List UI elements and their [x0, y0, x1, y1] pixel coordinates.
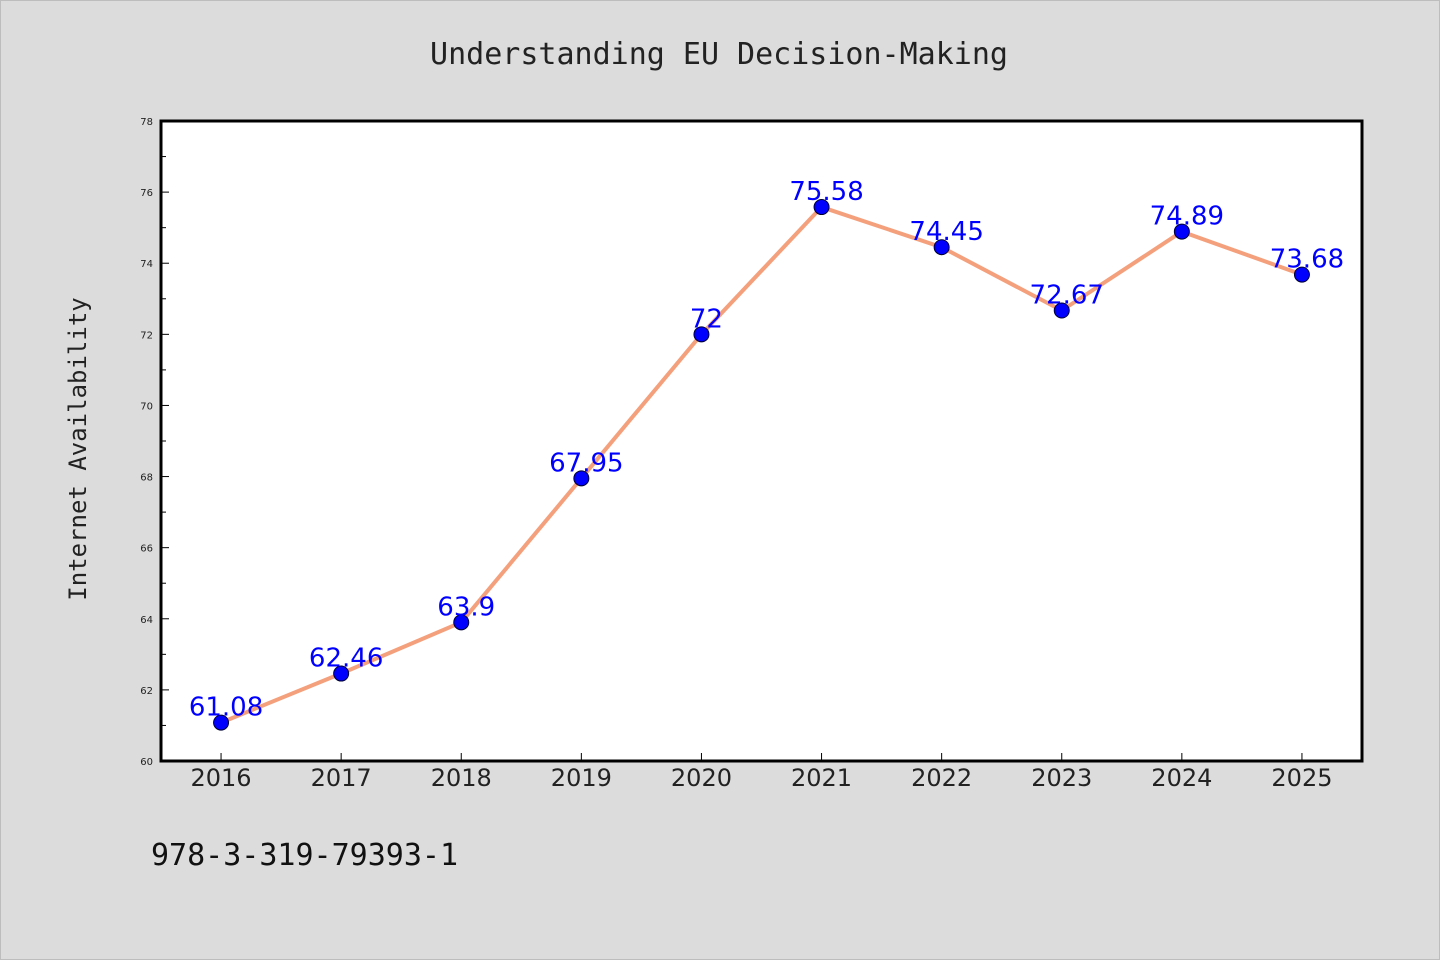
- x-tick-label: 2017: [311, 764, 372, 792]
- series-line: [220, 205, 1303, 725]
- data-label: 72.67: [1030, 281, 1104, 311]
- y-tick-label: 78: [140, 117, 153, 128]
- data-label: 74.45: [909, 217, 983, 247]
- data-point: [573, 470, 590, 487]
- x-tick-label: 2016: [191, 764, 252, 792]
- x-tick-label: 2020: [671, 764, 732, 792]
- data-label: 72: [690, 304, 723, 334]
- data-point: [1293, 266, 1310, 283]
- x-tick-label: 2018: [431, 764, 492, 792]
- data-point: [693, 326, 710, 343]
- x-axis: 2016 2017 2018 2019 2020 2021 2022 2023 2024 2025: [191, 753, 1332, 792]
- x-tick-label: 2019: [551, 764, 612, 792]
- x-tick-label: 2025: [1271, 764, 1332, 792]
- data-label: 74.89: [1150, 202, 1224, 232]
- y-axis-label: Internet Availability: [64, 297, 92, 600]
- y-tick-label: 68: [140, 473, 153, 484]
- x-tick-label: 2022: [911, 764, 972, 792]
- data-point: [813, 199, 830, 216]
- data-label: 75.58: [789, 177, 863, 207]
- data-point: [333, 665, 350, 682]
- y-tick-label: 72: [140, 330, 153, 341]
- data-point: [453, 614, 470, 631]
- series-group: 61.08 62.46 63.9 67.95 72 75.58 74.45 72.67 74.8…: [189, 177, 1344, 731]
- y-tick-label: 70: [140, 401, 153, 412]
- plot-area: [159, 119, 1364, 763]
- x-tick-label: 2021: [791, 764, 852, 792]
- data-point: [1173, 223, 1190, 240]
- x-tick-label: 2024: [1151, 764, 1212, 792]
- y-axis: 60 62 64 66 68 70 72 74 76 78: [140, 117, 169, 768]
- data-point: [933, 239, 950, 256]
- y-tick-label: 62: [140, 686, 153, 697]
- chart-title: Understanding EU Decision-Making: [430, 37, 1008, 72]
- y-tick-label: 60: [140, 757, 153, 768]
- data-label: 73.68: [1270, 245, 1344, 275]
- y-tick-label: 74: [140, 259, 153, 270]
- data-point: [213, 714, 230, 731]
- data-label: 63.9: [437, 592, 495, 622]
- data-label: 62.46: [309, 644, 383, 674]
- y-tick-label: 76: [140, 188, 153, 199]
- y-tick-label: 66: [140, 544, 153, 555]
- data-point: [1053, 302, 1070, 319]
- y-tick-label: 64: [140, 615, 153, 626]
- data-label: 61.08: [189, 693, 263, 723]
- data-label: 67.95: [549, 448, 623, 478]
- x-tick-label: 2023: [1031, 764, 1092, 792]
- isbn-text: 978-3-319-79393-1: [151, 838, 458, 873]
